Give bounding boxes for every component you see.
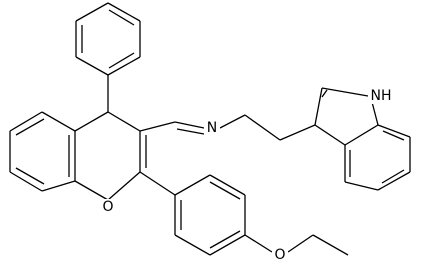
bond [209, 174, 246, 196]
label-bg [272, 247, 288, 263]
bonds [9, 2, 411, 256]
bond [9, 171, 43, 192]
bond [174, 234, 211, 256]
bond [287, 234, 314, 253]
bond [176, 128, 205, 135]
bond [244, 234, 273, 253]
bond [209, 230, 241, 249]
bond [107, 2, 141, 22]
bond [74, 111, 109, 132]
atom-label: N [207, 120, 217, 136]
bond [314, 124, 346, 146]
bond [107, 56, 141, 76]
bond [107, 171, 141, 201]
atom-label: NH [371, 88, 392, 104]
bond [41, 180, 76, 192]
bond [371, 101, 379, 126]
bond [209, 234, 246, 256]
bond [15, 167, 45, 185]
bond [74, 180, 109, 201]
label-bg [368, 88, 394, 104]
bond [9, 111, 43, 132]
bond [377, 124, 411, 138]
bond [321, 89, 328, 98]
bond [377, 171, 411, 191]
bond [41, 111, 76, 132]
bond [314, 87, 323, 126]
bond [381, 169, 405, 184]
bond [279, 124, 316, 141]
bond [108, 52, 135, 69]
bond [344, 181, 379, 191]
bond [344, 124, 379, 146]
bond [15, 118, 45, 136]
bond [139, 121, 176, 132]
bond [174, 174, 211, 196]
bond [219, 114, 246, 129]
bond [209, 181, 241, 200]
bond [321, 87, 369, 97]
bond [107, 111, 141, 132]
bond [382, 130, 405, 141]
bond [75, 56, 109, 76]
atom-label: O [102, 199, 113, 215]
bond [312, 234, 349, 256]
bond [75, 2, 109, 22]
label-bg [100, 199, 116, 215]
label-bg [204, 120, 220, 136]
atom-label: O [274, 247, 285, 263]
bond [108, 9, 135, 26]
bond [244, 114, 281, 141]
bond [174, 121, 205, 129]
bond [139, 171, 176, 196]
